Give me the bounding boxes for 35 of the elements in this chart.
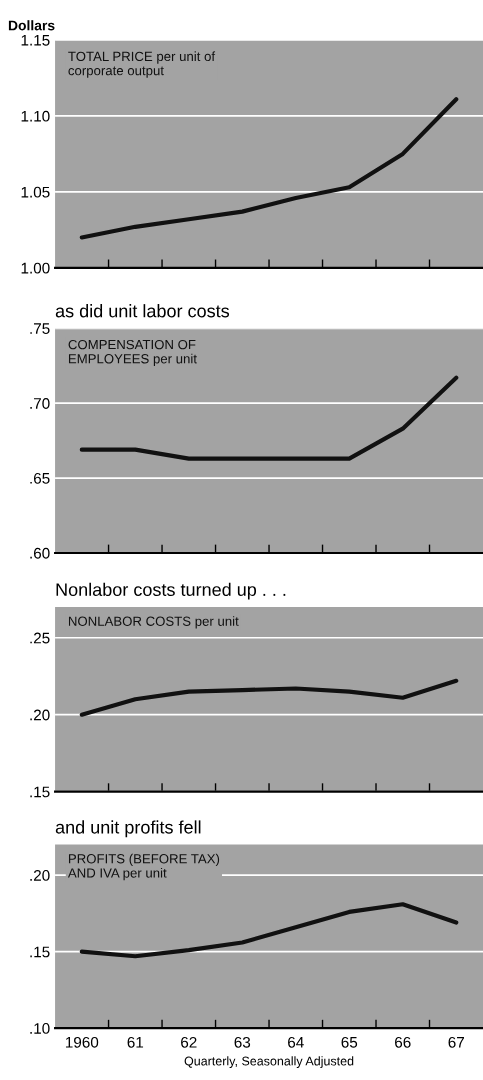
line-series xyxy=(79,97,459,240)
x-tick-label: 62 xyxy=(181,1036,197,1048)
x-axis-title: Quarterly, Seasonally Adjusted xyxy=(184,1056,354,1068)
x-tick-label: 67 xyxy=(448,1036,464,1048)
chart-title: as did unit labor costs xyxy=(55,304,230,318)
line-series xyxy=(79,375,459,461)
chart-title: and unit profits fell xyxy=(55,820,201,838)
line-series xyxy=(79,902,459,959)
y-tick-label: .75 xyxy=(30,323,50,335)
y-tick-label: 1.00 xyxy=(21,262,50,274)
y-tick-label: .65 xyxy=(30,472,50,484)
y-tick-label: .15 xyxy=(30,786,50,798)
x-tick-label: 61 xyxy=(127,1036,144,1048)
y-tick-label: .15 xyxy=(30,946,50,958)
annotation: COMPENSATION OF EMPLOYEES per unit xyxy=(68,339,197,367)
x-tick-label: 1960 xyxy=(65,1036,99,1048)
y-tick-label: .10 xyxy=(30,1023,50,1034)
y-tick-label: .20 xyxy=(30,709,50,721)
annotation: TOTAL PRICE per unit of corporate output xyxy=(68,51,216,78)
y-tick-label: .25 xyxy=(30,632,50,644)
annotation: NONLABOR COSTS per unit xyxy=(68,616,239,629)
y-tick-label: 1.10 xyxy=(21,110,50,122)
x-tick-label: 64 xyxy=(288,1036,304,1048)
line-series xyxy=(79,678,459,717)
y-tick-label: 1.05 xyxy=(21,186,50,198)
annotation: PROFITS (BEFORE TAX) AND IVA per unit xyxy=(67,853,220,881)
chart-title: Nonlabor costs turned up . . . xyxy=(56,582,286,600)
y-axis-title: Dollars xyxy=(8,20,55,31)
y-tick-label: 1.15 xyxy=(21,34,50,46)
x-tick-label: 66 xyxy=(395,1036,411,1048)
y-tick-label: .60 xyxy=(30,547,50,559)
y-tick-label: .20 xyxy=(30,870,50,881)
x-tick-label: 65 xyxy=(341,1036,358,1048)
y-tick-label: .70 xyxy=(30,398,50,409)
x-tick-label: 63 xyxy=(234,1036,251,1048)
